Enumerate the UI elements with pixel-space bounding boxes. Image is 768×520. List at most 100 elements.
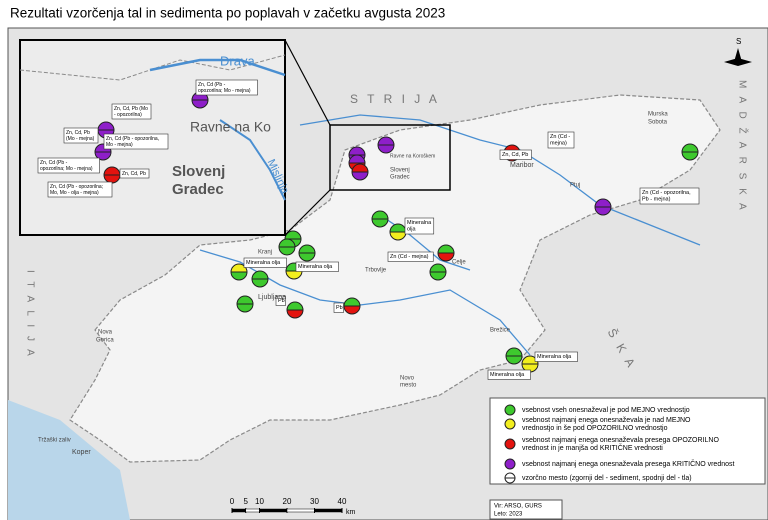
sediment-half: [506, 348, 522, 356]
sediment-half: [299, 245, 315, 253]
callout-text: Mineralna olja: [537, 354, 572, 360]
callout-box: [547, 131, 575, 149]
sample-point: [371, 210, 389, 228]
scale-label: 5: [244, 497, 249, 506]
callout-text: Mineralna: [407, 220, 432, 226]
sediment-half: [237, 296, 253, 304]
scale-unit: km: [346, 509, 356, 516]
sample-point: [377, 136, 395, 154]
sediment-half: [287, 302, 303, 310]
legend-swatch: [504, 418, 516, 430]
soil-half: [390, 232, 406, 240]
sediment-half: [104, 167, 120, 175]
inset-border: [19, 54, 286, 81]
sediment-half: [344, 298, 360, 306]
scale-label: 10: [255, 497, 264, 506]
callout-text: (Mo - mejna): [66, 136, 95, 142]
sample-point: [389, 223, 407, 241]
place-label: Trbovlje: [365, 268, 387, 274]
legend-swatch: [504, 404, 516, 416]
callout-text: Zn, Cd, Pb: [122, 171, 146, 177]
sediment-half: [522, 356, 538, 364]
source-text: Leto: 2023: [494, 512, 523, 518]
soil-half: [595, 207, 611, 215]
callout-box: [47, 181, 113, 198]
sample-point: [278, 238, 296, 256]
country-label: S T R I J A: [350, 92, 440, 106]
callout-box: [499, 149, 532, 160]
callout-text: Zn (Cd -: [550, 134, 570, 140]
callout-text: Pb - mejna): [642, 197, 671, 203]
scale-label: 30: [310, 497, 319, 506]
place-label: Ptuj: [570, 183, 580, 189]
sample-point: [351, 163, 369, 181]
slovenia: [69, 94, 721, 463]
country-label: I T A L I J A: [24, 270, 35, 359]
place-label: Maribor: [510, 162, 534, 169]
inset-place-label: Ravne na Ko: [190, 119, 271, 135]
sediment-half: [430, 264, 446, 272]
sea: [8, 400, 130, 520]
inset-place-label: Gradec: [172, 181, 224, 198]
soil-half: [286, 271, 302, 279]
sediment-half: [252, 271, 268, 279]
sample-point: [343, 297, 361, 315]
callout-text: Zn (Cd - mejna): [390, 254, 429, 260]
callout-box: [63, 127, 99, 144]
place-label: Celje: [452, 260, 466, 266]
callout-text: Mineralna olja: [490, 372, 525, 378]
legend-text: vsebnost najmanj enega onesnaževala je n…: [522, 417, 691, 424]
sediment-half: [349, 155, 365, 163]
soil-half: [682, 152, 698, 160]
place-label: Murska: [648, 112, 668, 118]
place-label: Kranj: [258, 250, 272, 256]
soil-half: [192, 100, 208, 108]
soil-half: [372, 219, 388, 227]
soil-half: [237, 304, 253, 312]
callout-box: [103, 133, 169, 150]
sediment-half: [352, 164, 368, 172]
sample-point: [236, 295, 254, 313]
sediment-half: [349, 147, 365, 155]
sample-point: [230, 263, 248, 281]
place-label: Brežice: [490, 328, 511, 334]
sediment-half: [279, 239, 295, 247]
callout-box: [387, 251, 434, 262]
callout-text: Mineralna olja: [298, 264, 333, 270]
sample-point: [681, 143, 699, 161]
scale-segment: [286, 508, 315, 513]
place-label: Ravne na Koroškem: [390, 153, 435, 159]
scale-segment: [259, 508, 288, 513]
legend-text: vsebnost vseh onesnaževal je pod MEJNO v…: [522, 407, 690, 414]
callout-box: [333, 302, 344, 313]
soil-half: [299, 253, 315, 261]
callout-text: opozorilna; Mo - mejna): [40, 166, 93, 172]
scale-label: 40: [338, 497, 347, 506]
legend-swatch: [504, 458, 516, 470]
soil-half: [252, 279, 268, 287]
callout-text: Mo - mejna): [106, 142, 133, 148]
callout-text: Zn, Cd, Pb: [502, 152, 528, 158]
callout-text: Mo, Mo - olja - mejna): [50, 190, 99, 196]
soil-half: [344, 306, 360, 314]
callout-text: Zn, Cd, Pb (Mo: [114, 106, 148, 112]
zoom-frame: [329, 124, 451, 191]
country-label: M A D Ž A R S K A: [736, 80, 749, 213]
sediment-half: [682, 144, 698, 152]
soil-half: [104, 175, 120, 183]
sample-point: [298, 244, 316, 262]
callout-text: opozorilna; Mo - mejna): [198, 88, 251, 94]
sediment-half: [285, 231, 301, 239]
callout-text: - opozorilna): [114, 112, 142, 118]
legend-text: vzorčno mesto (zgornji del - sediment, s…: [522, 475, 692, 482]
north-arrow: [724, 48, 752, 66]
place-label: Ljubljana: [258, 294, 286, 301]
sediment-half: [372, 211, 388, 219]
north-label: S: [736, 37, 741, 46]
callout-box: [295, 261, 339, 272]
soil-half: [378, 145, 394, 153]
callout-box: [195, 79, 258, 96]
place-label: mesto: [400, 383, 417, 389]
sample-point: [429, 263, 447, 281]
place-label: Nova: [98, 330, 113, 336]
